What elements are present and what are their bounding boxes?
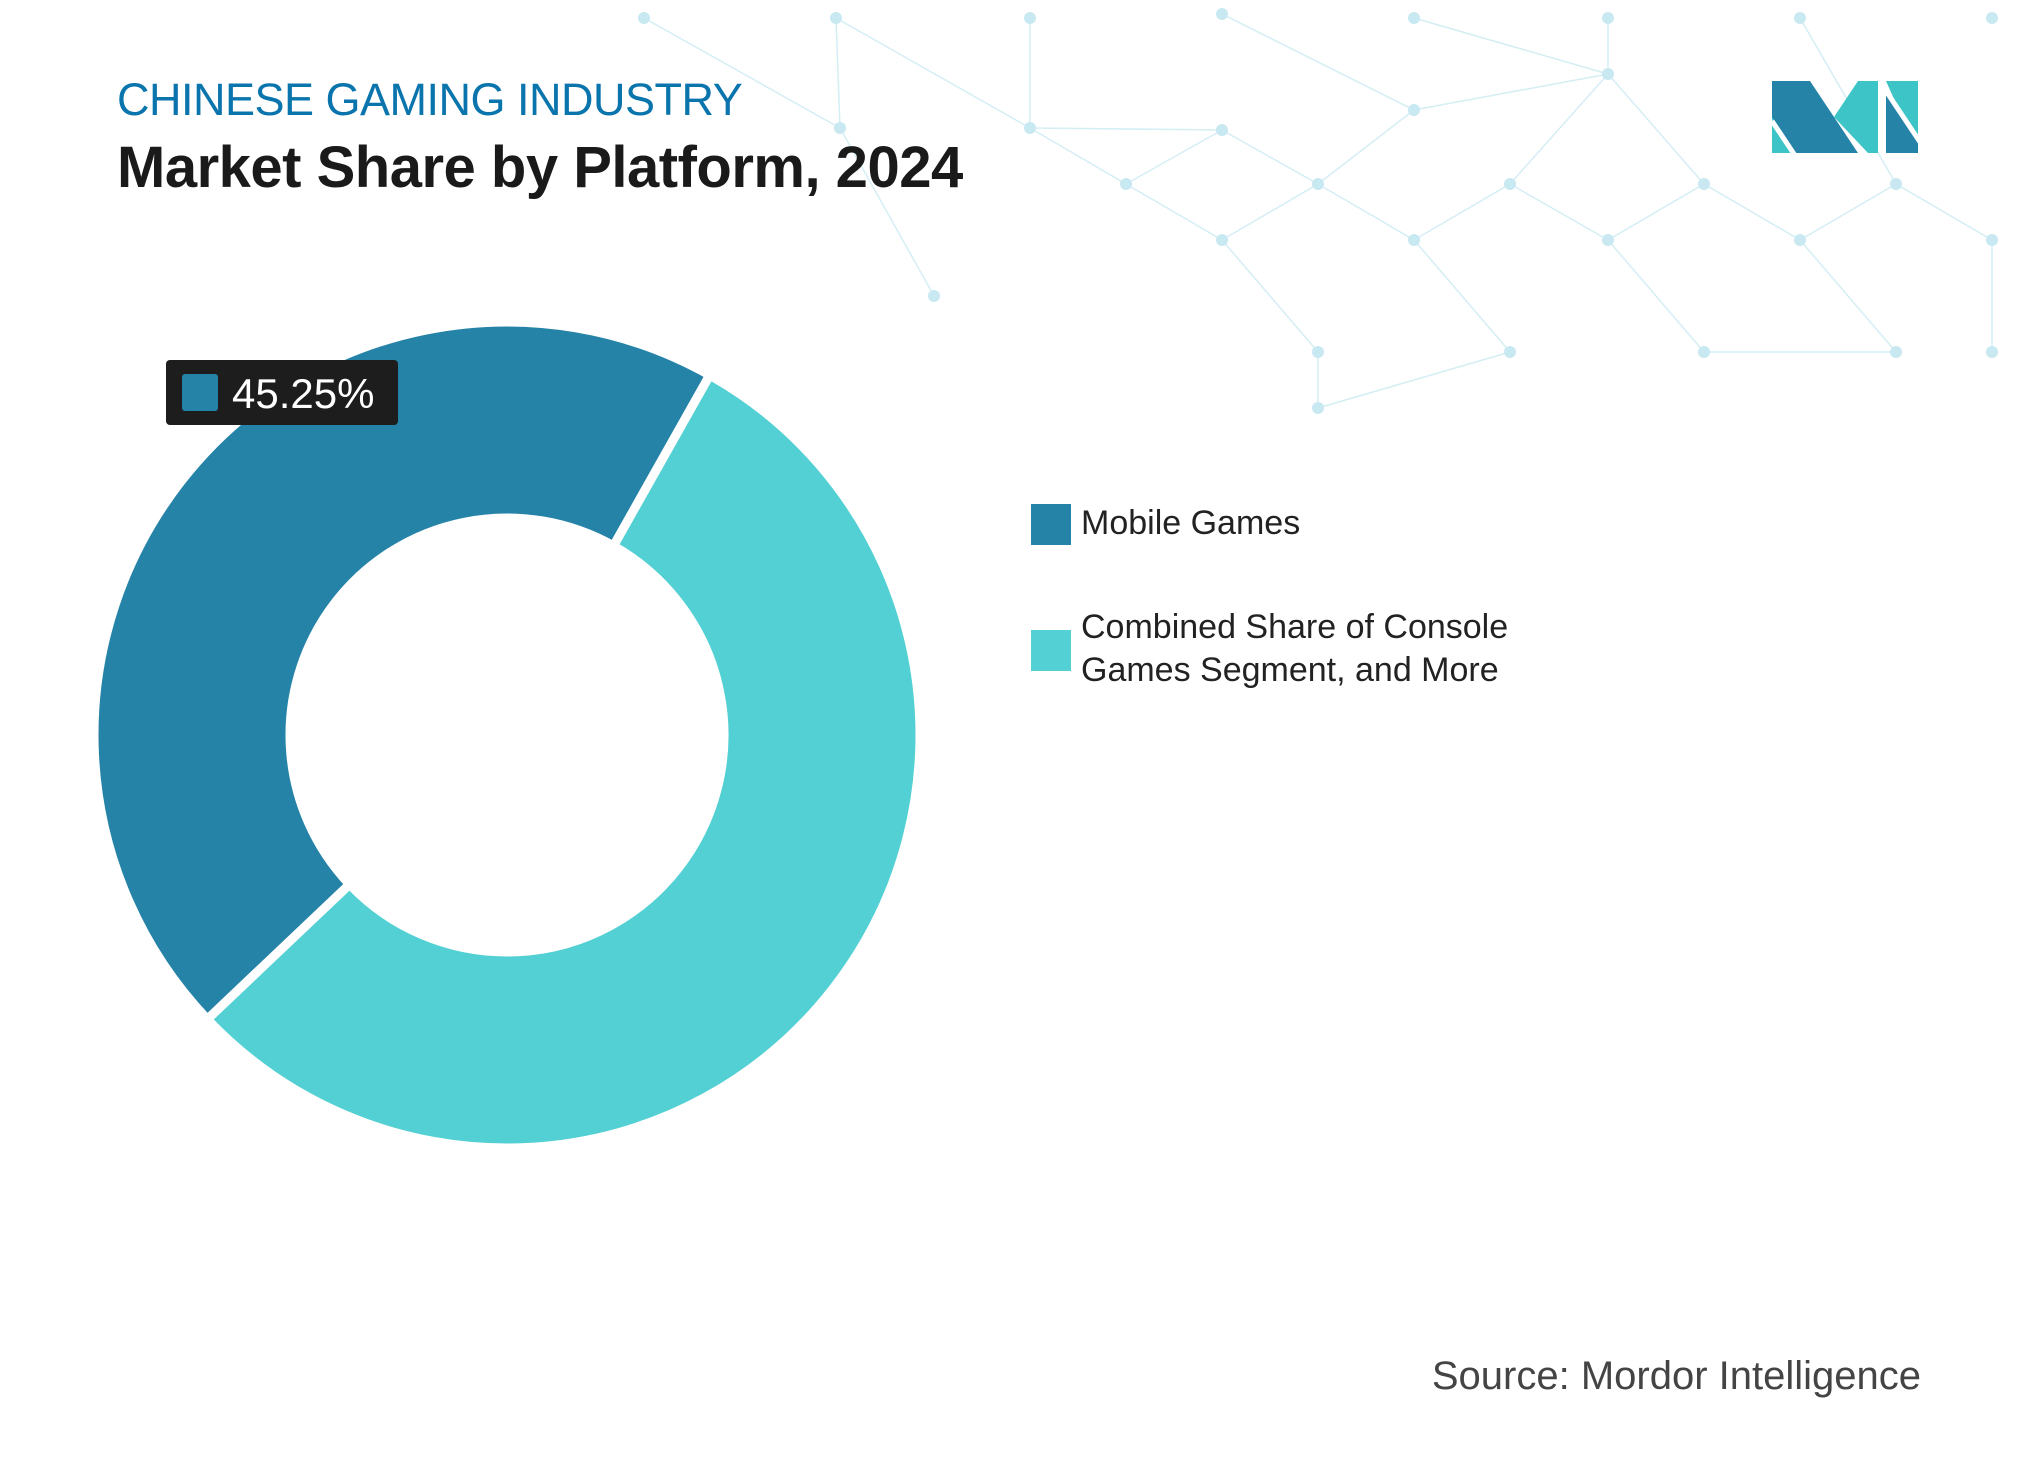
network-line: [835, 17, 841, 129]
legend-swatch: [1031, 630, 1071, 671]
mordor-intelligence-logo: [1772, 81, 1918, 153]
network-node: [1120, 178, 1132, 190]
network-line: [1125, 183, 1223, 241]
network-line: [1317, 109, 1415, 185]
network-line: [1607, 73, 1705, 185]
network-node: [1312, 178, 1324, 190]
network-line: [1029, 127, 1127, 185]
network-node: [1602, 68, 1614, 80]
network-line: [1799, 239, 1897, 353]
network-line: [1799, 183, 1897, 241]
network-node: [1602, 234, 1614, 246]
network-node: [1504, 346, 1516, 358]
network-line: [1029, 127, 1223, 131]
network-node: [1794, 234, 1806, 246]
network-node: [1312, 402, 1324, 414]
network-node: [1504, 178, 1516, 190]
network-line: [1221, 183, 1319, 241]
network-node: [830, 12, 842, 24]
data-label-mobile: 45.25%: [166, 360, 398, 425]
network-node: [1024, 12, 1036, 24]
network-node: [1408, 104, 1420, 116]
legend-label-line2: Games Segment, and More: [1081, 651, 1499, 689]
network-node: [928, 290, 940, 302]
data-label-value: 45.25%: [232, 370, 375, 417]
donut-slice-mobile: [89, 317, 716, 1026]
network-node: [1986, 346, 1998, 358]
source-note: Source: Mordor Intelligence: [1431, 1354, 1921, 1398]
network-node: [1216, 8, 1228, 20]
network-node: [1794, 12, 1806, 24]
chart-subtitle: CHINESE GAMING INDUSTRY: [117, 74, 743, 125]
network-node: [1216, 124, 1228, 136]
network-line: [835, 17, 1031, 129]
network-line: [1317, 183, 1415, 241]
network-node: [1986, 234, 1998, 246]
chart-title: Market Share by Platform, 2024: [117, 135, 963, 200]
network-line: [1413, 183, 1511, 241]
network-line: [1413, 17, 1609, 75]
network-node: [1698, 346, 1710, 358]
legend-label-line1: Combined Share of Console: [1081, 608, 1509, 646]
network-line: [1125, 129, 1223, 185]
network-node: [1698, 178, 1710, 190]
donut-slice-other: [201, 369, 925, 1153]
network-line: [1607, 239, 1705, 353]
network-line: [1317, 351, 1511, 409]
network-line: [1703, 183, 1801, 241]
network-line: [1607, 183, 1705, 241]
network-node: [1890, 178, 1902, 190]
network-line: [1509, 183, 1609, 241]
network-line: [1413, 73, 1609, 111]
network-line: [1221, 239, 1319, 353]
donut-chart: [89, 317, 925, 1153]
network-node: [1408, 234, 1420, 246]
network-line: [1221, 129, 1319, 185]
network-line: [1509, 73, 1609, 185]
network-line: [839, 127, 935, 297]
network-line: [643, 17, 841, 129]
network-line: [1413, 239, 1511, 353]
legend-label: Mobile Games: [1081, 504, 1301, 542]
network-line: [1221, 13, 1415, 111]
network-line: [1895, 183, 1993, 241]
network-node: [1890, 346, 1902, 358]
network-node: [638, 12, 650, 24]
network-node: [1024, 122, 1036, 134]
network-node: [1312, 346, 1324, 358]
network-node: [1986, 12, 1998, 24]
network-node: [834, 122, 846, 134]
network-node: [1602, 12, 1614, 24]
network-node: [1408, 12, 1420, 24]
data-label-swatch: [182, 374, 218, 411]
network-node: [1216, 234, 1228, 246]
legend-swatch: [1031, 504, 1071, 545]
